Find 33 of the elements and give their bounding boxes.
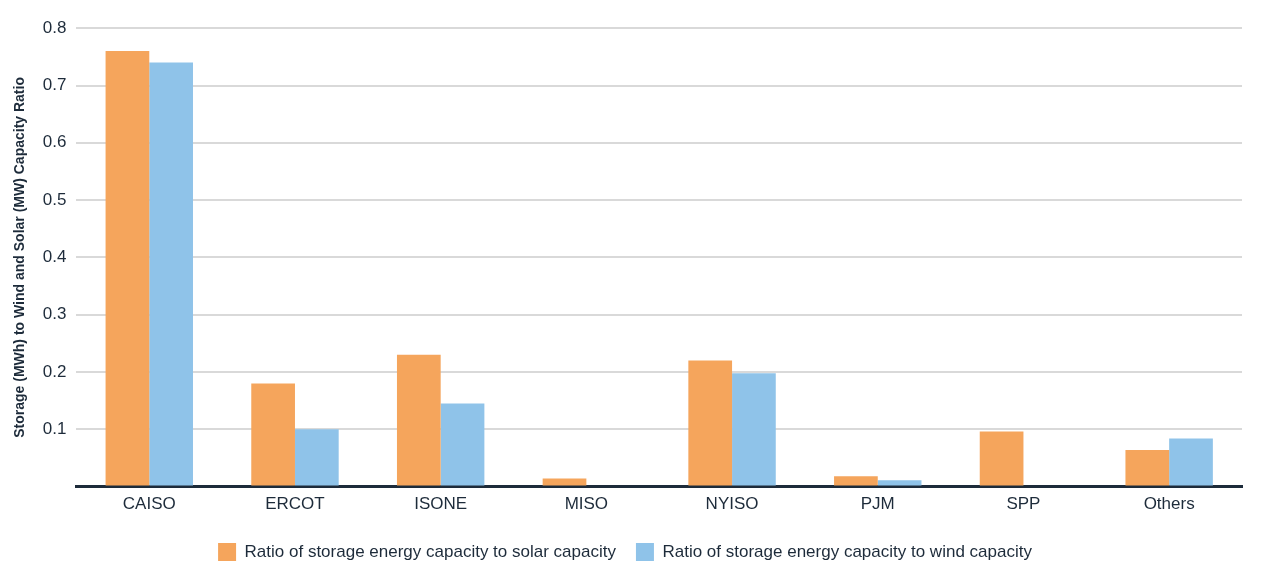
legend-label: Ratio of storage energy capacity to solar capacity: [244, 541, 617, 561]
x-tick-label: NYISO: [705, 494, 759, 514]
bar: [877, 480, 922, 486]
bar: [732, 373, 776, 486]
bar: [294, 429, 339, 486]
bar: [1125, 449, 1170, 486]
x-tick-label: ISONE: [414, 494, 468, 514]
y-tick-label: 0.1: [42, 418, 67, 438]
x-tick-label: MISO: [564, 494, 609, 514]
bar: [688, 360, 733, 486]
y-tick-label: 0.6: [42, 132, 67, 152]
x-tick-label: Others: [1143, 494, 1195, 514]
x-tick-label: ERCOT: [265, 494, 325, 514]
y-tick-label: 0.5: [42, 189, 67, 209]
bar: [149, 62, 193, 486]
legend-label: Ratio of storage energy capacity to wind capacity: [662, 541, 1033, 561]
x-tick-label: CAISO: [122, 494, 176, 514]
x-tick-label: SPP: [1006, 494, 1041, 514]
y-tick-label: 0.3: [42, 304, 67, 324]
bar: [105, 51, 150, 486]
bar: [440, 403, 485, 486]
bar: [979, 431, 1024, 486]
bar: [251, 383, 295, 486]
bar: [542, 478, 587, 486]
y-tick-label: 0.4: [42, 247, 67, 267]
y-tick-label: 0.8: [42, 17, 67, 37]
bar: [396, 354, 441, 486]
y-tick-label: 0.2: [42, 361, 67, 381]
x-tick-label: PJM: [860, 494, 895, 514]
bar: [834, 476, 878, 486]
y-tick-label: 0.7: [42, 75, 67, 95]
bar: [1169, 438, 1213, 486]
y-axis-title: Storage (MWh) to Wind and Solar (MW) Capacity Ratio: [11, 77, 28, 438]
